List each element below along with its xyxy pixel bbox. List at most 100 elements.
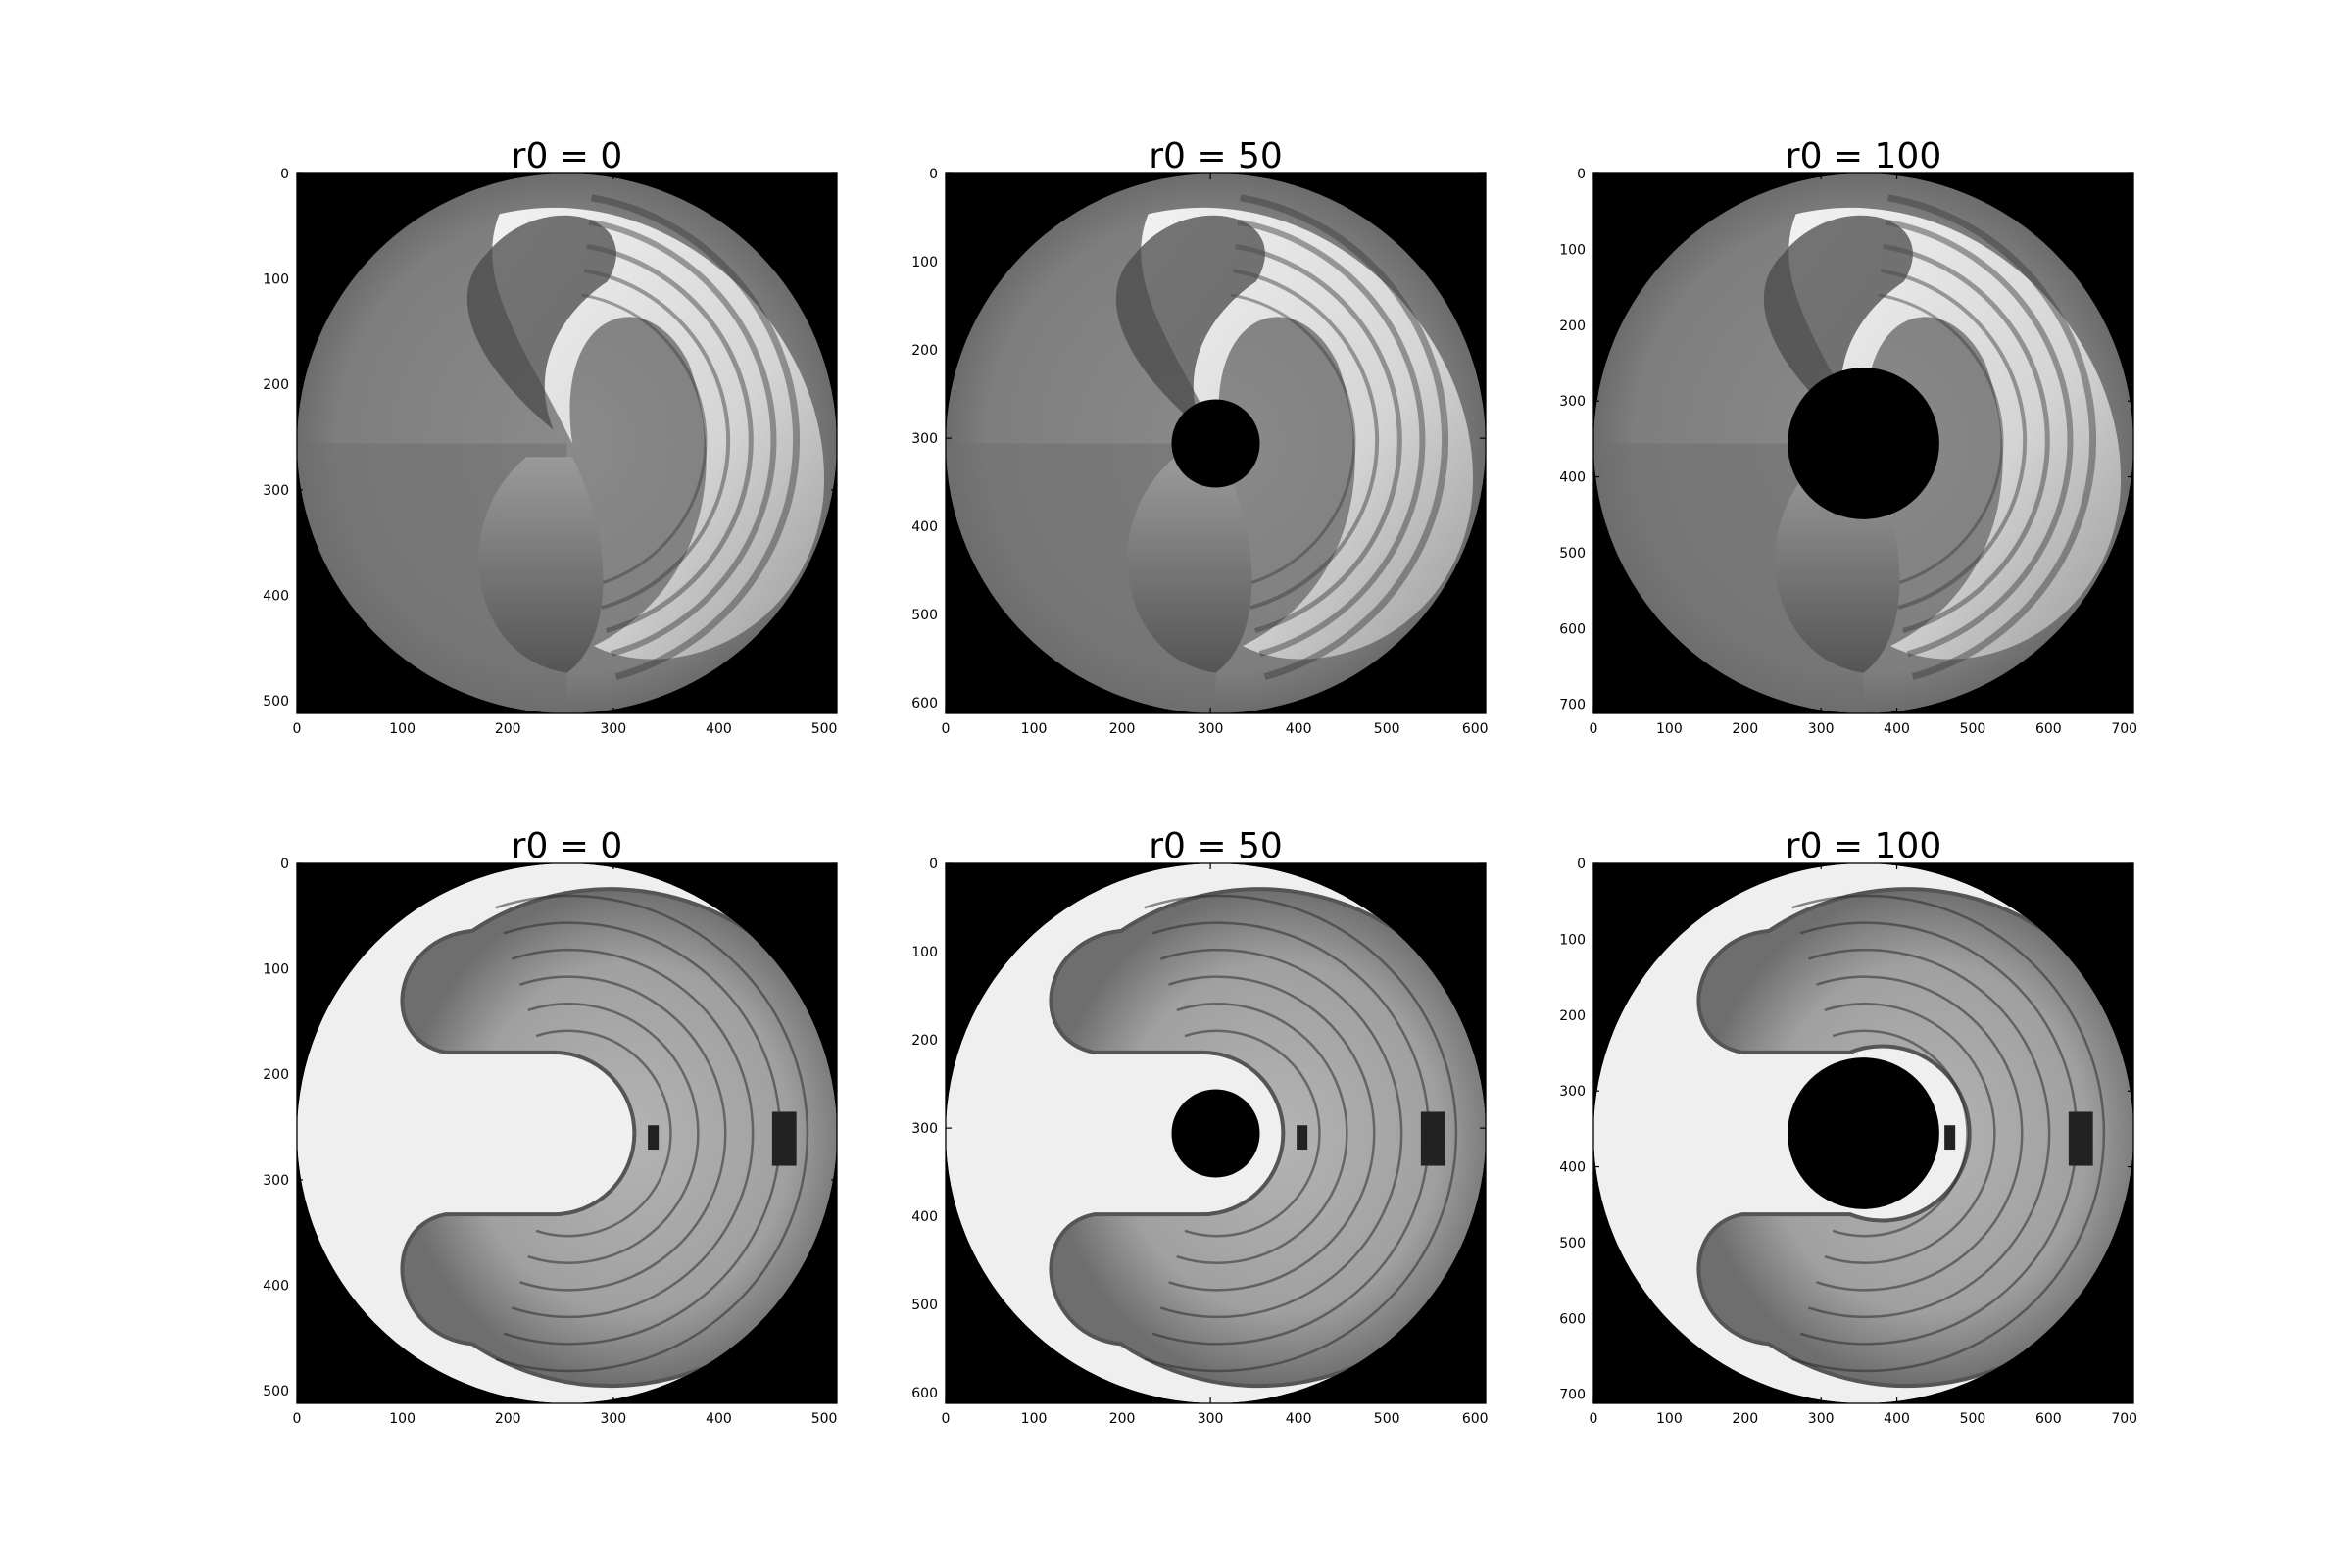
- swirl-stroke: [1878, 293, 2004, 586]
- y-tick-label: 400: [263, 588, 289, 604]
- y-tick-label: 200: [263, 377, 289, 393]
- x-tick-label: 500: [1960, 1411, 1986, 1427]
- y-tick-label: 600: [911, 696, 938, 711]
- center-hole: [1171, 1089, 1260, 1178]
- x-tick-label: 0: [1590, 1411, 1598, 1427]
- y-tick-label: 500: [1559, 546, 1586, 562]
- x-tick-label: 500: [1374, 721, 1400, 737]
- y-tick-label: 300: [263, 1173, 289, 1189]
- y-tick-label: 300: [911, 431, 938, 447]
- swirl-stroke: [583, 269, 731, 610]
- x-tick-label: 100: [1656, 1411, 1683, 1427]
- numeral-block: [771, 1111, 797, 1166]
- panel-title: r0 = 50: [1149, 136, 1283, 176]
- clock-arc: [535, 1029, 672, 1238]
- swirl-stroke: [581, 293, 708, 586]
- swirl-stroke: [1886, 194, 2097, 681]
- x-tick-label: 0: [1590, 721, 1598, 737]
- x-tick-label: 600: [1462, 1411, 1489, 1427]
- x-tick-label: 0: [942, 1411, 951, 1427]
- swirl-stroke: [586, 243, 754, 633]
- y-tick-label: 500: [263, 1384, 289, 1399]
- x-tick-label: 400: [706, 721, 732, 737]
- x-tick-label: 500: [811, 721, 838, 737]
- center-hole: [1788, 368, 1939, 519]
- y-tick-label: 600: [1559, 621, 1586, 637]
- axes-frame: [1592, 172, 2134, 714]
- y-tick-label: 400: [1559, 1160, 1586, 1176]
- swirl-stroke: [1883, 243, 2050, 633]
- x-tick-label: 600: [2035, 721, 2062, 737]
- center-hole: [1171, 399, 1260, 488]
- y-tick-label: 600: [911, 1386, 938, 1401]
- y-tick-label: 0: [929, 857, 938, 872]
- subplot-4: r0 = 0 0 100 200 300 400 500 0 100 200 300 400 500: [263, 826, 838, 1427]
- swirl-stroke: [1230, 293, 1356, 586]
- swirl-stroke: [1237, 219, 1426, 658]
- x-tick-label: 0: [293, 1411, 302, 1427]
- swirl-image: [297, 173, 837, 713]
- axes-frame: [1592, 862, 2134, 1404]
- x-tick-label: 400: [1286, 1411, 1312, 1427]
- x-tick-label: 300: [600, 1411, 626, 1427]
- hair-region: [1763, 215, 1913, 430]
- x-tick-label: 300: [1198, 1411, 1224, 1427]
- x-tick-label: 400: [1286, 721, 1312, 737]
- y-tick-label: 500: [1559, 1236, 1586, 1251]
- x-tick-label: 500: [1374, 1411, 1400, 1427]
- x-tick-label: 100: [1021, 1411, 1048, 1427]
- clock-arc: [1791, 894, 2106, 1373]
- x-tick-label: 200: [1732, 721, 1758, 737]
- x-tick-label: 700: [2111, 1411, 2137, 1427]
- x-tick-label: 100: [389, 1411, 416, 1427]
- numeral-block: [1420, 1111, 1446, 1166]
- x-tick-label: 500: [1960, 721, 1986, 737]
- clock-arc: [1184, 1029, 1321, 1238]
- x-tick-label: 300: [600, 721, 626, 737]
- clock-arc: [1816, 975, 2024, 1292]
- swirl-stroke: [1235, 243, 1402, 633]
- y-tick-label: 500: [263, 694, 289, 710]
- y-tick-label: 700: [1559, 698, 1586, 713]
- x-tick-label: 300: [1808, 721, 1835, 737]
- y-tick-label: 300: [263, 483, 289, 499]
- x-tick-label: 500: [811, 1411, 838, 1427]
- y-tick-label: 0: [929, 167, 938, 182]
- y-tick-label: 0: [1577, 857, 1586, 872]
- swirl-image: [297, 863, 837, 1403]
- y-tick-label: 200: [911, 1033, 938, 1049]
- y-tick-label: 100: [1559, 242, 1586, 258]
- clock-arc: [1807, 948, 2051, 1319]
- y-tick-label: 200: [1559, 1008, 1586, 1024]
- x-tick-label: 0: [293, 721, 302, 737]
- x-tick-label: 400: [1884, 1411, 1910, 1427]
- x-tick-label: 400: [1884, 721, 1910, 737]
- x-tick-label: 100: [389, 721, 416, 737]
- panel-title: r0 = 0: [512, 136, 623, 176]
- fur-region: [1127, 457, 1252, 673]
- numeral-block: [648, 1125, 660, 1151]
- panel-title: r0 = 50: [1149, 826, 1283, 866]
- swirl-stroke: [1885, 219, 2074, 658]
- clock-arc: [527, 1003, 700, 1264]
- y-tick-label: 400: [911, 519, 938, 535]
- x-tick-label: 300: [1198, 721, 1224, 737]
- y-tick-label: 200: [1559, 318, 1586, 334]
- y-tick-label: 100: [1559, 932, 1586, 948]
- axes-frame: [296, 862, 838, 1404]
- swirl-image: [1593, 173, 2133, 713]
- swirl-stroke: [1239, 194, 1449, 681]
- clock-arc: [511, 948, 755, 1319]
- clock-arc: [519, 975, 727, 1292]
- x-tick-label: 300: [1808, 1411, 1835, 1427]
- numeral-block: [1297, 1125, 1308, 1151]
- y-tick-label: 400: [263, 1278, 289, 1294]
- y-tick-label: 500: [911, 1298, 938, 1313]
- x-tick-label: 200: [1732, 1411, 1758, 1427]
- subplot-2: r0 = 50 0 100 200 300 400 500 600 0 100 200 300 400 5…: [911, 136, 1488, 737]
- panel-title: r0 = 100: [1786, 136, 1941, 176]
- numeral-block: [1944, 1125, 1956, 1151]
- y-tick-label: 200: [263, 1067, 289, 1083]
